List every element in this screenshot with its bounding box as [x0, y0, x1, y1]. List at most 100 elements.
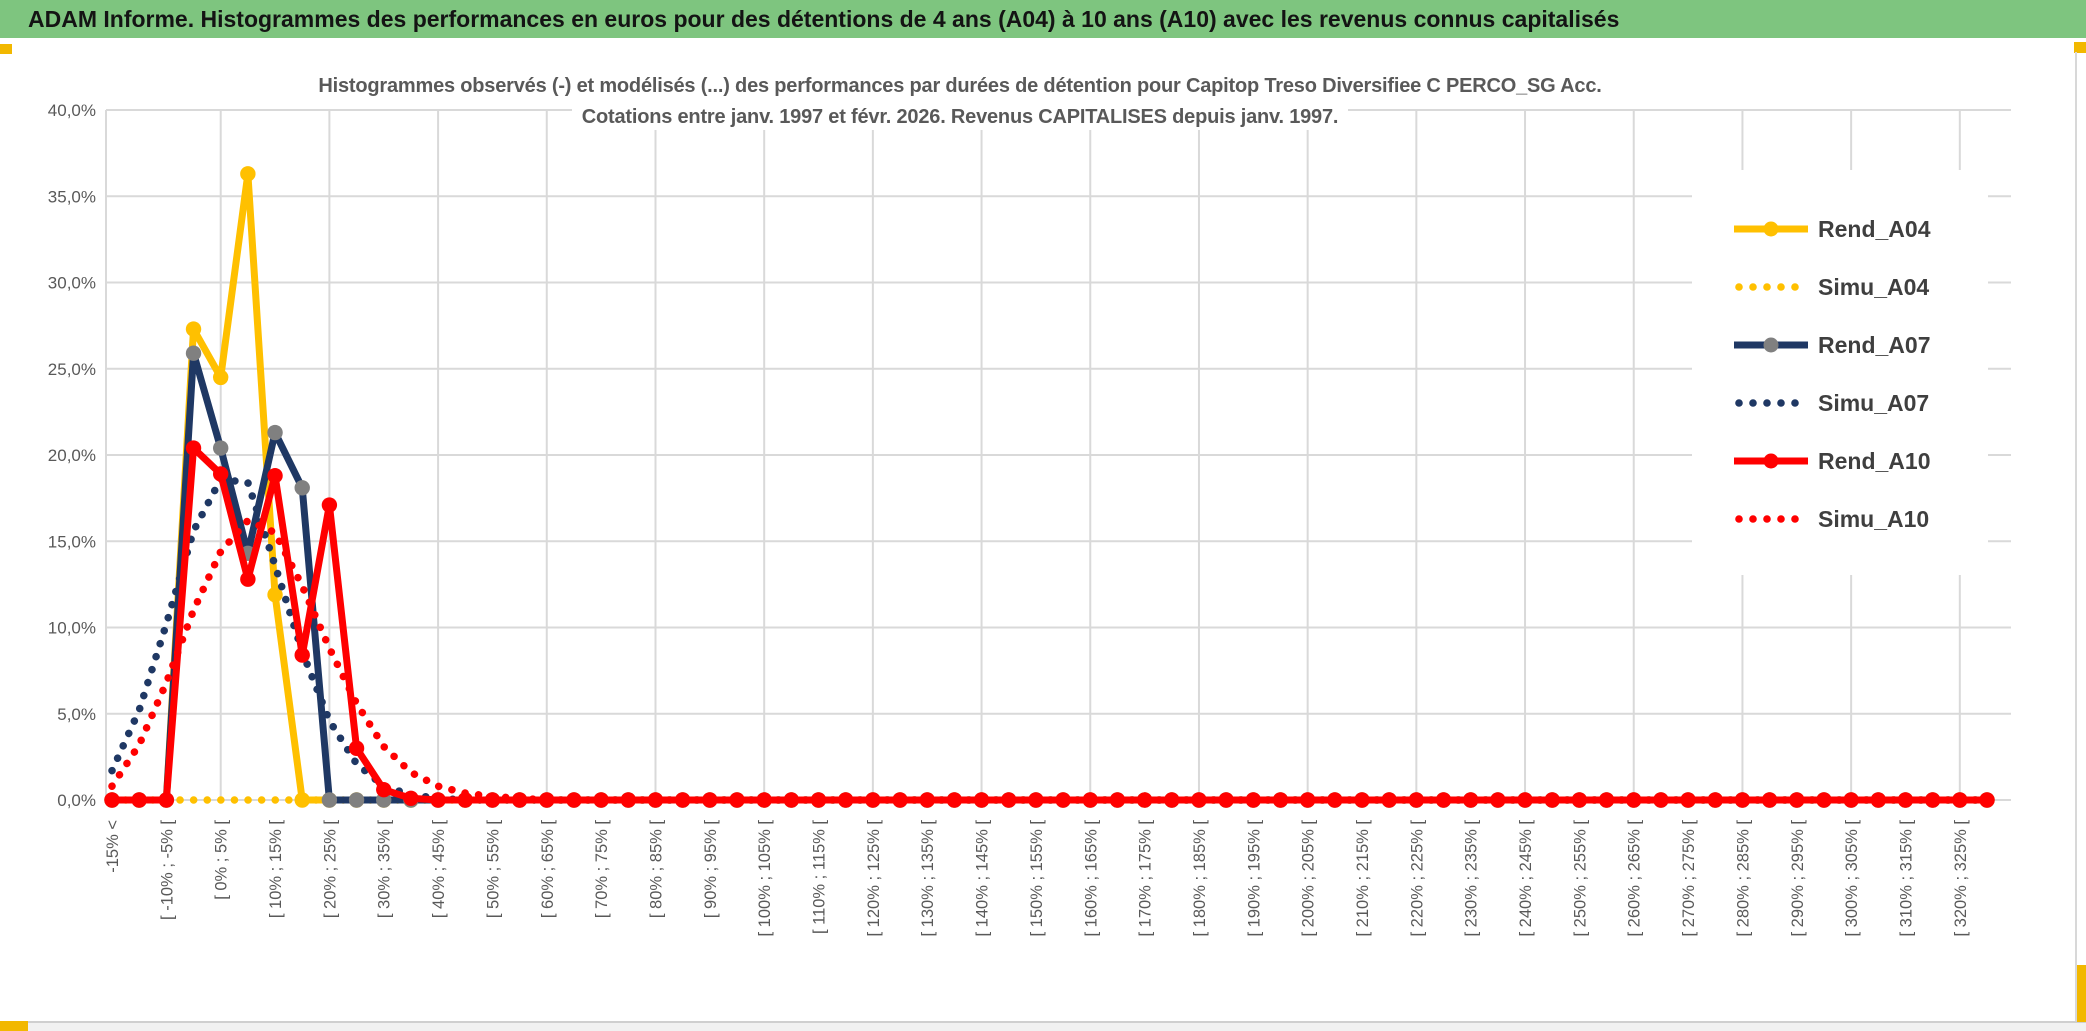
legend-item-Rend_A04: Rend_A04: [1732, 200, 1988, 258]
y-tick-label: 5,0%: [57, 705, 96, 724]
x-tick-label: [ 50% ; 55% [: [484, 820, 502, 919]
legend-label: Simu_A10: [1818, 505, 1930, 532]
legend-sample-solid-icon: [1734, 221, 1808, 237]
x-tick-label: [ 160% ; 165% [: [1082, 820, 1100, 937]
x-tick-label: [ 150% ; 155% [: [1028, 820, 1046, 937]
legend: Rend_A04 Simu_A04 Rend_A07 Simu_A07 Rend_A10…: [1692, 170, 1988, 575]
series-marker-Rend_A10: [348, 740, 365, 756]
legend-item-Rend_A10: Rend_A10: [1732, 432, 1988, 490]
series-marker-Rend_A10: [158, 792, 175, 808]
legend-label: Rend_A07: [1818, 331, 1931, 358]
series-marker-Rend_A04: [185, 321, 202, 337]
legend-sample-dotted-icon: [1735, 399, 1799, 407]
y-tick-label: 35,0%: [48, 187, 96, 206]
series-marker-Rend_A10: [403, 790, 419, 806]
series-marker-Rend_A10: [212, 466, 229, 482]
x-tick-label: [ 310% ; 315% [: [1897, 820, 1915, 937]
legend-label: Rend_A10: [1818, 447, 1931, 474]
series-marker-Rend_A04: [267, 587, 283, 603]
x-tick-label: [ 280% ; 285% [: [1734, 820, 1752, 937]
x-tick-label: [ 30% ; 35% [: [376, 820, 394, 919]
x-tick-label: [ 170% ; 175% [: [1137, 820, 1155, 937]
x-tick-label: [ 260% ; 265% [: [1626, 820, 1644, 937]
x-tick-label: [ 300% ; 305% [: [1843, 820, 1861, 937]
x-tick-label: [ 220% ; 225% [: [1408, 820, 1426, 937]
gold-accent-top-right: [2074, 42, 2086, 53]
series-marker-Rend_A07: [185, 345, 202, 361]
chart-title-line2: Cotations entre janv. 1997 et févr. 2026…: [571, 105, 1349, 130]
series-marker-Rend_A10: [457, 792, 473, 808]
legend-sample-dotted-icon: [1735, 283, 1799, 291]
right-scrollbar-track[interactable]: [2075, 52, 2086, 1022]
legend-item-Rend_A07: Rend_A07: [1732, 316, 1988, 374]
series-marker-Rend_A10: [294, 647, 310, 663]
x-tick-label: [ 250% ; 255% [: [1571, 820, 1589, 937]
y-tick-label: 25,0%: [48, 360, 96, 379]
series-marker-Rend_A07: [348, 792, 365, 808]
x-tick-label: [ 190% ; 195% [: [1245, 820, 1263, 937]
series-marker-Rend_A04: [240, 166, 256, 182]
y-tick-label: 10,0%: [48, 619, 96, 638]
x-tick-label: [ 20% ; 25% [: [321, 820, 339, 919]
x-tick-label: [ 0% ; 5% [: [213, 820, 231, 900]
x-tick-label: [ 140% ; 145% [: [974, 820, 992, 937]
chart-title-line1: Histogrammes observés (-) et modélisés (…: [308, 74, 1612, 99]
legend-item-Simu_A07: Simu_A07: [1732, 374, 1988, 432]
header-title: ADAM Informe. Histogrammes des performan…: [28, 5, 1620, 32]
legend-label: Rend_A04: [1818, 215, 1931, 242]
x-tick-label: [ 110% ; 115% [: [811, 820, 829, 934]
series-marker-Rend_A10: [321, 497, 338, 513]
y-tick-label: 15,0%: [48, 532, 96, 551]
gold-accent-top-left: [0, 44, 12, 54]
series-marker-Rend_A10: [131, 792, 147, 808]
legend-label: Simu_A04: [1818, 273, 1930, 300]
gold-accent-right-strip[interactable]: [2077, 965, 2086, 1022]
header-bar: ADAM Informe. Histogrammes des performan…: [0, 0, 2086, 38]
bottom-scrollbar-track[interactable]: [0, 1021, 2086, 1031]
x-tick-label: [ 130% ; 135% [: [919, 820, 937, 937]
x-tick-label: [ 270% ; 275% [: [1680, 820, 1698, 937]
chart-title: Histogrammes observés (-) et modélisés (…: [110, 74, 1810, 130]
series-marker-Rend_A07: [294, 480, 310, 496]
x-tick-label: [ 230% ; 235% [: [1463, 820, 1481, 937]
y-tick-label: 0,0%: [57, 791, 96, 810]
legend-item-Simu_A04: Simu_A04: [1732, 258, 1988, 316]
x-tick-label: [ 100% ; 105% [: [756, 820, 774, 937]
series-marker-Rend_A10: [267, 468, 283, 484]
y-tick-label: 30,0%: [48, 274, 96, 293]
legend-sample-solid-icon: [1734, 453, 1808, 469]
series-marker-Rend_A07: [321, 792, 338, 808]
series-marker-Rend_A10: [1979, 792, 1995, 808]
x-tick-label: [ 90% ; 95% [: [702, 820, 720, 919]
legend-item-Simu_A10: Simu_A10: [1732, 490, 1988, 548]
series-line-Simu_A10: [108, 516, 1991, 804]
x-tick-label: [ -10% ; -5% [: [158, 820, 176, 920]
x-tick-label: [ 80% ; 85% [: [647, 820, 665, 919]
x-tick-label: [ 120% ; 125% [: [865, 820, 883, 937]
y-tick-label: 40,0%: [48, 101, 96, 120]
x-tick-label: [ 40% ; 45% [: [430, 820, 448, 919]
series-marker-Rend_A07: [267, 424, 283, 441]
series-marker-Rend_A10: [240, 571, 256, 587]
x-tick-label: [ 240% ; 245% [: [1517, 820, 1535, 937]
legend-sample-dotted-icon: [1735, 515, 1799, 523]
x-tick-label: [ 70% ; 75% [: [593, 820, 611, 919]
x-tick-label: [ 320% ; 325% [: [1952, 820, 1970, 937]
series-marker-Rend_A10: [430, 792, 446, 808]
x-tick-label: [ 180% ; 185% [: [1191, 820, 1209, 937]
x-tick-label: [ 200% ; 205% [: [1300, 820, 1318, 937]
legend-sample-solid-icon: [1734, 337, 1808, 353]
x-tick-label: [ 60% ; 65% [: [539, 820, 557, 919]
x-tick-label: -15% <: [104, 820, 122, 873]
x-tick-label: [ 10% ; 15% [: [267, 820, 285, 919]
x-tick-label: [ 210% ; 215% [: [1354, 820, 1372, 937]
series-marker-Rend_A10: [376, 781, 392, 798]
series-marker-Rend_A10: [104, 792, 120, 808]
y-tick-label: 20,0%: [48, 446, 96, 465]
series-marker-Rend_A04: [212, 369, 229, 386]
series-marker-Rend_A10: [185, 440, 202, 456]
series-marker-Rend_A07: [212, 440, 229, 456]
